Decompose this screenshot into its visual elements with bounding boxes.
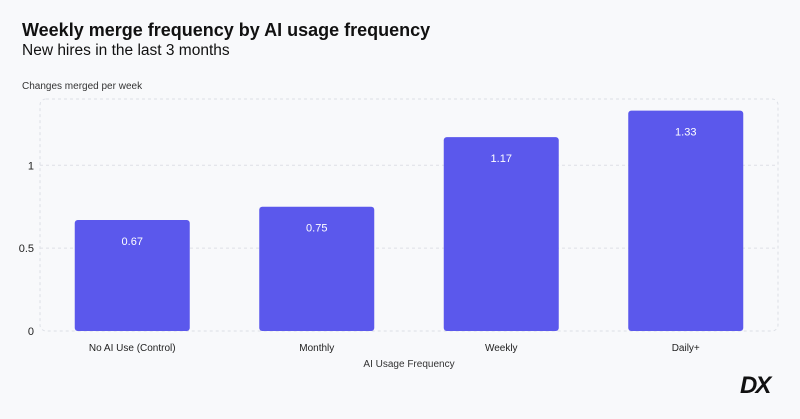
x-tick-label: Monthly bbox=[299, 343, 334, 354]
x-tick-label: Weekly bbox=[485, 343, 518, 354]
dx-logo: DX bbox=[740, 372, 771, 399]
bar bbox=[259, 206, 375, 331]
plot-border bbox=[39, 98, 779, 332]
bar bbox=[443, 137, 559, 331]
bar-value-label: 0.75 bbox=[306, 223, 327, 235]
chart-title: Weekly merge frequency by AI usage frequ… bbox=[22, 20, 431, 40]
x-axis-label: AI Usage Frequency bbox=[363, 359, 454, 370]
bar-value-label: 1.33 bbox=[675, 127, 696, 139]
bar bbox=[628, 110, 744, 331]
y-tick-label: 1 bbox=[28, 160, 34, 172]
bar bbox=[74, 219, 190, 331]
chart-subtitle: New hires in the last 3 months bbox=[22, 42, 230, 59]
y-tick-label: 0.5 bbox=[19, 243, 34, 255]
x-tick-label: No AI Use (Control) bbox=[89, 343, 176, 354]
y-axis-label: Changes merged per week bbox=[22, 81, 143, 92]
bar-value-label: 1.17 bbox=[491, 153, 512, 165]
bar-value-label: 0.67 bbox=[122, 236, 143, 248]
x-tick-label: Daily+ bbox=[672, 343, 700, 354]
y-tick-label: 0 bbox=[28, 326, 34, 338]
